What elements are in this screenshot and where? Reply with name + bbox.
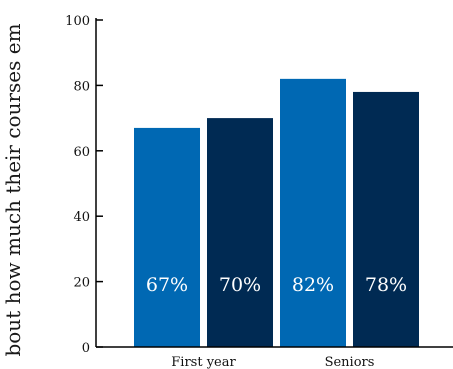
- labels-group: 67% 70% First year 82% 78% Seniors: [146, 274, 407, 369]
- bar-data-label: 82%: [292, 274, 334, 296]
- bar: [207, 118, 273, 347]
- y-tick-label: 80: [73, 79, 90, 94]
- y-axis-label: bout how much their courses em: [1, 23, 25, 356]
- bar: [134, 127, 200, 347]
- bar-data-label: 70%: [219, 274, 261, 296]
- y-tick-label: 60: [73, 145, 90, 160]
- bar: [280, 78, 346, 348]
- bar-data-label: 67%: [146, 274, 188, 296]
- x-category-label: First year: [171, 355, 236, 369]
- axes-group: [95, 18, 453, 348]
- y-tick-label: 100: [65, 14, 90, 29]
- y-tick-label: 0: [82, 341, 90, 356]
- y-tick-label: 20: [73, 276, 90, 291]
- bar: [353, 91, 419, 347]
- x-category-label: Seniors: [325, 355, 375, 369]
- y-tick-label: 40: [73, 210, 90, 225]
- bar-data-label: 78%: [365, 274, 407, 296]
- bars-group: [134, 78, 419, 348]
- ticks-group: 0 20 40 60 80 100: [65, 14, 103, 356]
